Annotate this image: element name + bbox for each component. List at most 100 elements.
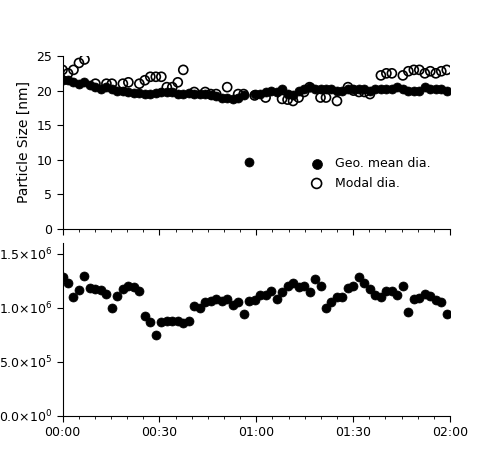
Geo. mean dia. bbox=[410, 87, 418, 94]
Point bbox=[163, 317, 171, 324]
Modal dia. bbox=[316, 94, 324, 101]
Geo. mean dia. bbox=[70, 78, 78, 86]
Point bbox=[443, 311, 451, 318]
Point bbox=[300, 282, 308, 290]
Point bbox=[410, 295, 418, 303]
Modal dia. bbox=[75, 59, 83, 67]
Point bbox=[394, 291, 402, 298]
Geo. mean dia. bbox=[432, 85, 440, 93]
Geo. mean dia. bbox=[328, 85, 336, 93]
Geo. mean dia. bbox=[102, 84, 110, 91]
Point bbox=[190, 303, 198, 310]
Legend: Geo. mean dia., Modal dia.: Geo. mean dia., Modal dia. bbox=[299, 152, 436, 195]
Point bbox=[289, 279, 297, 286]
Point bbox=[377, 293, 385, 300]
Point bbox=[278, 289, 286, 296]
Point bbox=[223, 296, 231, 303]
Geo. mean dia. bbox=[256, 90, 264, 98]
Geo. mean dia. bbox=[152, 89, 160, 96]
Geo. mean dia. bbox=[311, 85, 319, 92]
Modal dia. bbox=[223, 84, 231, 91]
Modal dia. bbox=[416, 66, 424, 74]
Geo. mean dia. bbox=[322, 85, 330, 93]
Modal dia. bbox=[124, 78, 132, 86]
Geo. mean dia. bbox=[64, 77, 72, 84]
Geo. mean dia. bbox=[141, 90, 149, 98]
Geo. mean dia. bbox=[190, 90, 198, 98]
Modal dia. bbox=[158, 73, 166, 80]
Geo. mean dia. bbox=[421, 84, 429, 91]
Modal dia. bbox=[262, 94, 270, 101]
Point bbox=[316, 282, 324, 290]
Geo. mean dia. bbox=[360, 85, 368, 92]
Point bbox=[262, 291, 270, 298]
Modal dia. bbox=[443, 66, 451, 74]
Geo. mean dia. bbox=[92, 84, 100, 91]
Point bbox=[168, 317, 176, 324]
Geo. mean dia. bbox=[372, 85, 380, 92]
Geo. mean dia. bbox=[75, 80, 83, 87]
Geo. mean dia. bbox=[300, 85, 308, 93]
Geo. mean dia. bbox=[130, 89, 138, 96]
Modal dia. bbox=[432, 70, 440, 77]
Point bbox=[294, 283, 302, 291]
Point bbox=[333, 293, 341, 300]
Point bbox=[355, 274, 363, 281]
Modal dia. bbox=[421, 70, 429, 77]
Modal dia. bbox=[58, 66, 66, 74]
Modal dia. bbox=[438, 68, 446, 75]
Point bbox=[360, 279, 368, 286]
Geo. mean dia. bbox=[185, 89, 193, 96]
Geo. mean dia. bbox=[272, 88, 280, 96]
Geo. mean dia. bbox=[355, 85, 363, 92]
Geo. mean dia. bbox=[338, 87, 346, 94]
Geo. mean dia. bbox=[97, 85, 105, 92]
Modal dia. bbox=[426, 68, 434, 75]
Point bbox=[174, 318, 182, 325]
Modal dia. bbox=[180, 66, 188, 74]
Point bbox=[119, 285, 127, 293]
Geo. mean dia. bbox=[228, 95, 236, 103]
Geo. mean dia. bbox=[426, 85, 434, 92]
Geo. mean dia. bbox=[124, 88, 132, 96]
Point bbox=[438, 298, 446, 306]
Geo. mean dia. bbox=[416, 87, 424, 94]
Modal dia. bbox=[355, 88, 363, 96]
Geo. mean dia. bbox=[443, 87, 451, 94]
Geo. mean dia. bbox=[114, 87, 122, 94]
Point bbox=[328, 298, 336, 306]
Modal dia. bbox=[360, 88, 368, 96]
Modal dia. bbox=[382, 70, 390, 77]
Point bbox=[86, 284, 94, 292]
Modal dia. bbox=[206, 90, 214, 98]
Point bbox=[240, 311, 248, 318]
Point bbox=[366, 285, 374, 293]
Modal dia. bbox=[294, 94, 302, 101]
Modal dia. bbox=[333, 97, 341, 105]
Point bbox=[80, 273, 88, 280]
Geo. mean dia. bbox=[250, 90, 258, 98]
Modal dia. bbox=[141, 77, 149, 84]
Geo. mean dia. bbox=[108, 85, 116, 92]
Point bbox=[102, 290, 110, 297]
Modal dia. bbox=[322, 94, 330, 101]
Point bbox=[152, 331, 160, 338]
Modal dia. bbox=[174, 78, 182, 86]
Point bbox=[141, 312, 149, 320]
Point bbox=[185, 318, 193, 325]
Point bbox=[311, 276, 319, 283]
Point bbox=[322, 304, 330, 311]
Geo. mean dia. bbox=[262, 88, 270, 96]
Point bbox=[146, 318, 154, 325]
Point bbox=[124, 282, 132, 290]
Point bbox=[350, 282, 358, 290]
Point bbox=[404, 308, 412, 316]
Geo. mean dia. bbox=[136, 89, 143, 96]
Modal dia. bbox=[366, 90, 374, 98]
Modal dia. bbox=[289, 97, 297, 105]
Point bbox=[272, 295, 280, 303]
Geo. mean dia. bbox=[163, 88, 171, 96]
Point bbox=[108, 304, 116, 311]
Geo. mean dia. bbox=[399, 85, 407, 93]
Geo. mean dia. bbox=[344, 85, 352, 93]
